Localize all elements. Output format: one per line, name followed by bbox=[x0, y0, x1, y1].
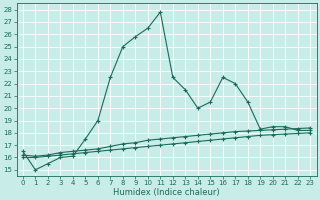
X-axis label: Humidex (Indice chaleur): Humidex (Indice chaleur) bbox=[113, 188, 220, 197]
